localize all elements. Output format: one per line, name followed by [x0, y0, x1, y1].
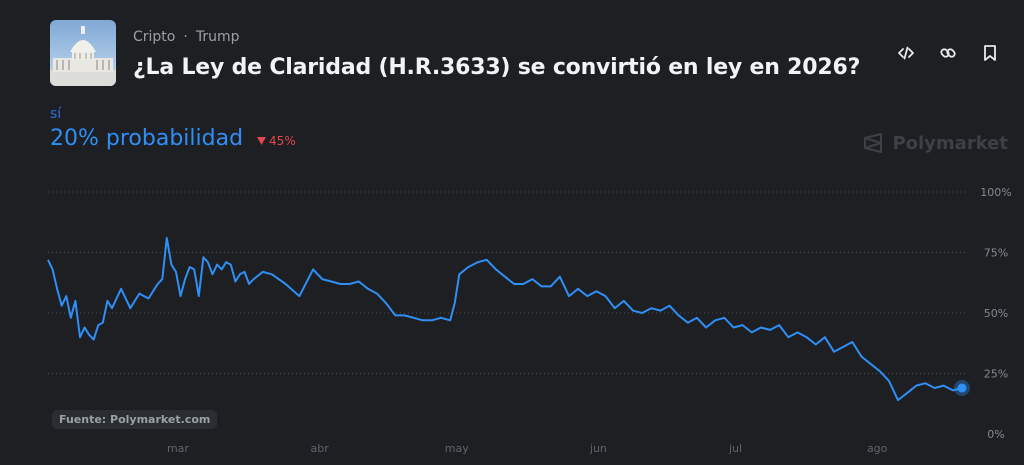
market-image	[50, 20, 116, 86]
code-icon	[898, 46, 914, 60]
probability-display: 20% probabilidad 45%	[50, 126, 296, 151]
polymarket-icon	[864, 133, 883, 153]
copy-link-button[interactable]	[938, 43, 958, 63]
y-tick-label: 25%	[984, 368, 1008, 381]
source-label: Fuente: Polymarket.com	[52, 410, 218, 429]
embed-button[interactable]	[896, 43, 916, 63]
breadcrumb: Cripto · Trump	[133, 29, 239, 45]
page-title: ¿La Ley de Claridad (H.R.3633) se convir…	[133, 55, 861, 80]
x-tick-label: mar	[167, 442, 189, 455]
probability-value: 20% probabilidad	[50, 126, 244, 151]
y-tick-label: 75%	[984, 247, 1008, 260]
series-line	[47, 237, 963, 402]
change-badge: 45%	[257, 134, 296, 148]
breadcrumb-item-cripto[interactable]: Cripto	[133, 29, 176, 45]
breadcrumb-item-trump[interactable]: Trump	[195, 29, 240, 45]
x-tick-label: jun	[589, 442, 607, 455]
y-tick-label: 0%	[987, 428, 1004, 441]
y-tick-label: 50%	[984, 307, 1008, 320]
x-tick-label: ago	[867, 442, 888, 455]
outcome-label: sí	[50, 106, 62, 122]
action-bar	[896, 43, 1000, 63]
bookmark-icon	[984, 45, 996, 61]
y-tick-label: 100%	[980, 186, 1011, 199]
x-tick-label: may	[445, 442, 469, 455]
x-tick-label: abr	[311, 442, 330, 455]
breadcrumb-separator: ·	[183, 29, 188, 45]
bookmark-button[interactable]	[980, 43, 1000, 63]
x-tick-label: jul	[728, 442, 742, 455]
polymarket-logo: Polymarket	[862, 132, 1008, 154]
change-value: 45%	[269, 134, 296, 148]
brand-name: Polymarket	[892, 132, 1008, 154]
down-triangle-icon	[257, 137, 267, 145]
link-icon	[940, 48, 956, 58]
end-point	[957, 383, 967, 393]
